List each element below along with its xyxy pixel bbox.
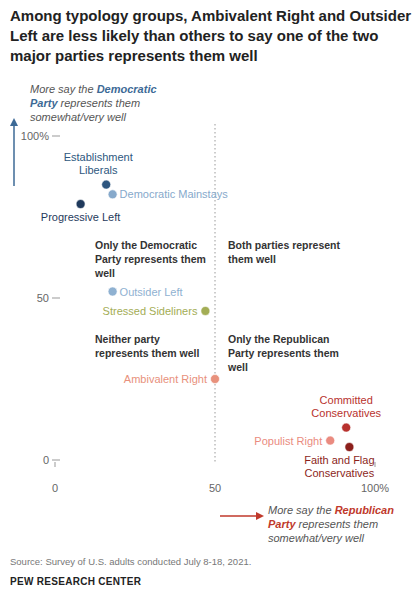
y-tick xyxy=(52,460,60,461)
quadrant-label: Neither party represents them well xyxy=(95,332,207,360)
point-labels: EstablishmentLiberalsDemocratic Mainstay… xyxy=(41,151,382,479)
y-tick-label: 50 xyxy=(37,292,49,304)
point xyxy=(108,190,117,199)
point-label-line: Democratic Mainstays xyxy=(120,188,229,200)
source: Source: Survey of U.S. adults conducted … xyxy=(10,556,410,567)
point xyxy=(342,423,351,432)
label-emphasis: Democratic Party xyxy=(30,83,157,109)
point-label: Outsider Left xyxy=(120,286,183,298)
point-label: CommittedConservatives xyxy=(311,394,381,419)
chart: 050100%050100%EstablishmentLiberalsDemoc… xyxy=(0,0,420,608)
point xyxy=(76,200,85,209)
title: Among typology groups, Ambivalent Right … xyxy=(10,6,415,66)
x-arrow xyxy=(220,515,262,517)
y-axis-label: More say the Democratic Party represents… xyxy=(30,82,170,124)
x-tick-line xyxy=(215,124,216,464)
point-label: EstablishmentLiberals xyxy=(64,151,133,176)
x-tick xyxy=(55,462,56,467)
y-tick-label: 100% xyxy=(21,130,49,142)
point-label-line: Populist Right xyxy=(254,435,322,447)
point xyxy=(102,180,111,189)
point xyxy=(108,287,117,296)
x-tick-label: 100% xyxy=(361,482,389,494)
point-label: Stressed Sideliners xyxy=(103,305,198,317)
point xyxy=(211,375,220,384)
point-label-line: Ambivalent Right xyxy=(124,373,207,385)
point-label-line: Faith and Flag xyxy=(304,454,374,466)
quadrant-label: Both parties represent them well xyxy=(228,238,353,266)
credit: PEW RESEARCH CENTER xyxy=(10,576,410,587)
point-label: Populist Right xyxy=(254,435,322,447)
point-label: Progressive Left xyxy=(41,211,120,223)
point xyxy=(345,443,354,452)
point-label-line: Progressive Left xyxy=(41,211,120,223)
point-label: Ambivalent Right xyxy=(124,373,207,385)
label-emphasis: Republican Party xyxy=(268,504,394,530)
point-label: Faith and FlagConservatives xyxy=(304,454,375,479)
x-tick-label: 50 xyxy=(209,482,221,494)
x-axis-label: More say the Republican Party represents… xyxy=(268,503,410,545)
point-label-line: Liberals xyxy=(79,164,118,176)
quadrant-label: Only the Republican Party represents the… xyxy=(228,332,353,374)
point-label-line: Outsider Left xyxy=(120,286,183,298)
y-tick xyxy=(52,298,60,299)
point xyxy=(326,436,335,445)
y-tick-label: 0 xyxy=(43,454,49,466)
point-label-line: Committed xyxy=(320,394,373,406)
quadrant-label: Only the Democratic Party represents the… xyxy=(95,238,207,280)
point-label-line: Conservatives xyxy=(311,407,381,419)
point-label-line: Stressed Sideliners xyxy=(103,305,198,317)
point xyxy=(201,306,210,315)
point-label-line: Establishment xyxy=(64,151,133,163)
x-tick-label: 0 xyxy=(52,482,58,494)
point-label-line: Conservatives xyxy=(305,467,375,479)
x-tick xyxy=(375,462,376,467)
y-arrow xyxy=(13,120,15,186)
y-tick xyxy=(52,136,60,137)
point-label: Democratic Mainstays xyxy=(120,188,229,200)
